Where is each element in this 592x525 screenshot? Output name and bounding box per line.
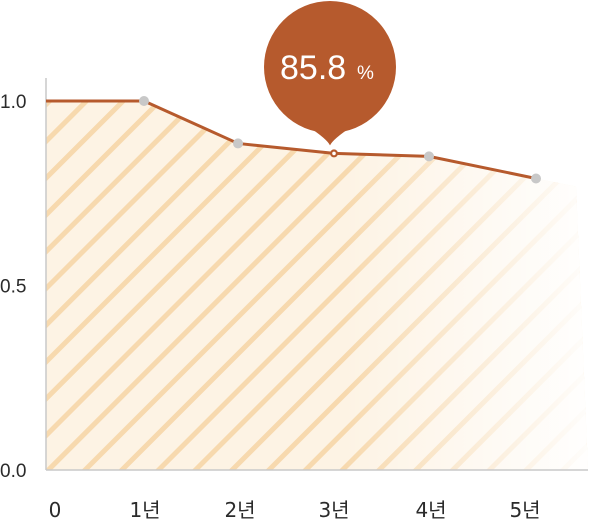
series-line bbox=[46, 99, 537, 180]
x-tick-label: 4년 bbox=[415, 498, 446, 522]
callout-unit: % bbox=[357, 63, 374, 84]
x-tick-label: 2년 bbox=[224, 498, 255, 522]
y-tick-label: 1.0 bbox=[0, 92, 26, 113]
callout-bubble bbox=[264, 1, 396, 133]
data-point bbox=[139, 96, 149, 106]
area-fade bbox=[46, 101, 588, 470]
y-tick-label: 0.5 bbox=[0, 277, 26, 298]
y-tick-label: 0.0 bbox=[0, 461, 26, 482]
x-tick-label: 5년 bbox=[509, 498, 540, 522]
x-tick-label-highlight: 3년 bbox=[318, 498, 349, 522]
x-tick-label: 0 bbox=[49, 498, 62, 522]
callout-value: 85.8 bbox=[280, 49, 346, 87]
x-tick-label: 1년 bbox=[129, 498, 160, 522]
data-point bbox=[233, 138, 243, 149]
data-point-highlight-center bbox=[332, 151, 336, 156]
data-point bbox=[424, 151, 434, 162]
data-point bbox=[531, 173, 541, 184]
